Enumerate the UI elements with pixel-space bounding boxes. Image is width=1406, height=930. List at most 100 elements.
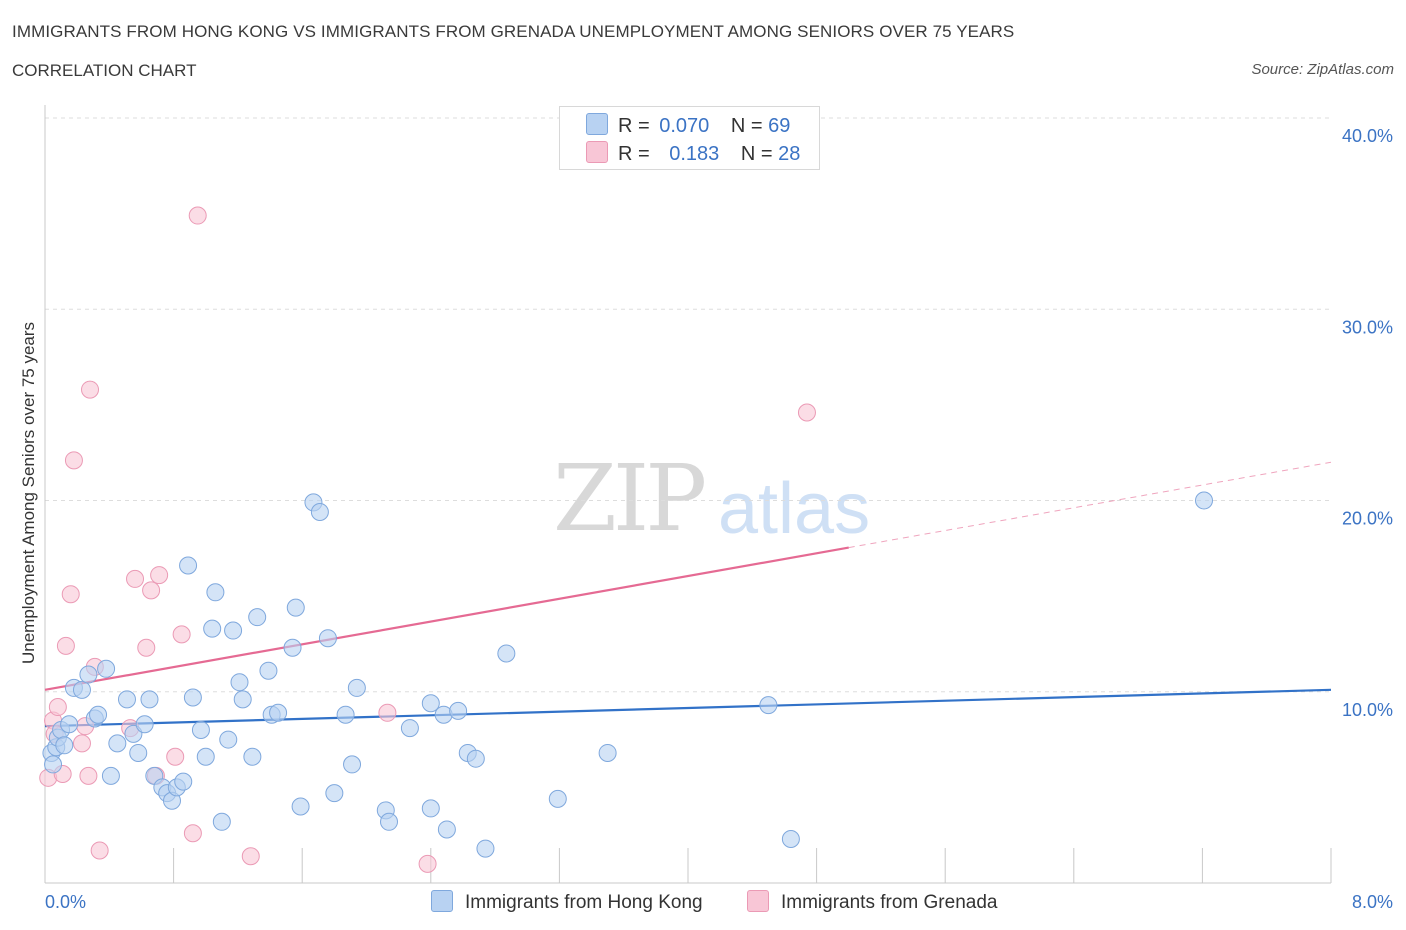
data-point-hong-kong [72, 680, 91, 699]
data-point-hong-kong [400, 719, 419, 738]
data-point-hong-kong [60, 715, 79, 734]
data-point-hong-kong [269, 703, 288, 722]
data-point-grenada [48, 698, 67, 717]
y-tick-label: 30.0% [1342, 317, 1393, 337]
data-point-grenada [64, 451, 83, 470]
legend-n-label: N = [740, 143, 773, 165]
data-point-grenada [137, 638, 156, 657]
data-point-hong-kong [248, 608, 267, 627]
data-point-hong-kong [421, 694, 440, 713]
data-point-hong-kong [336, 705, 355, 724]
tick-labels: 10.0% 20.0% 30.0% 40.0% 0.0% 8.0% [45, 126, 1393, 912]
data-point-hong-kong [286, 598, 305, 617]
data-point-hong-kong [449, 701, 468, 720]
data-point-grenada [142, 581, 161, 600]
data-point-hong-kong [140, 690, 159, 709]
data-point-grenada [188, 206, 207, 225]
data-point-hong-kong [224, 621, 243, 640]
data-point-hong-kong [203, 619, 222, 638]
data-point-hong-kong [476, 839, 495, 858]
points-grenada [39, 206, 816, 873]
axes [44, 105, 1332, 884]
data-point-grenada [378, 703, 397, 722]
data-point-hong-kong [1195, 491, 1214, 510]
data-point-grenada [418, 854, 437, 873]
chart-subtitle: CORRELATION CHART [12, 61, 197, 80]
legend-r-label: R = [618, 143, 650, 165]
legend-row-hong-kong: R = 0.070 N = 69 [586, 113, 790, 138]
y-tick-label: 40.0% [1342, 126, 1393, 146]
data-point-hong-kong [79, 665, 98, 684]
bottom-legend-hong-kong: Immigrants from Hong Kong [431, 890, 703, 914]
data-point-hong-kong [55, 736, 74, 755]
data-point-hong-kong [259, 661, 278, 680]
legend-swatch-grenada [586, 141, 608, 163]
trend-line-hong-kong [44, 688, 1332, 728]
data-point-hong-kong [206, 583, 225, 602]
stats-legend: R = 0.070 N = 69 R = 0.183 N = 28 [559, 106, 820, 170]
data-point-grenada [150, 566, 169, 585]
data-point-hong-kong [233, 690, 252, 709]
data-point-hong-kong [283, 638, 302, 657]
data-point-grenada [72, 734, 91, 753]
data-point-hong-kong [437, 820, 456, 839]
data-point-hong-kong [291, 797, 310, 816]
legend-row-grenada: R = 0.183 N = 28 [586, 141, 800, 166]
data-point-hong-kong [380, 812, 399, 831]
data-point-grenada [90, 841, 109, 860]
data-point-hong-kong [179, 556, 198, 575]
data-point-hong-kong [325, 784, 344, 803]
data-point-hong-kong [421, 799, 440, 818]
data-point-hong-kong [466, 749, 485, 768]
bottom-legend-grenada: Immigrants from Grenada [747, 890, 997, 914]
data-point-hong-kong [108, 734, 127, 753]
trend-line-grenada [44, 546, 849, 691]
data-point-hong-kong [310, 502, 329, 521]
data-point-grenada [172, 625, 191, 644]
bottom-legend-swatch-grenada [747, 890, 769, 912]
data-point-hong-kong [129, 743, 148, 762]
data-point-grenada [126, 569, 145, 588]
data-point-hong-kong [497, 644, 516, 663]
data-point-grenada [56, 636, 75, 655]
data-point-grenada [61, 585, 80, 604]
watermark-zip: ZIP [553, 445, 707, 552]
data-point-hong-kong [44, 755, 63, 774]
data-point-hong-kong [117, 690, 136, 709]
legend-swatch-hong-kong [586, 113, 608, 135]
source-label: Source: ZipAtlas.com [1251, 61, 1394, 78]
trend-lines [44, 461, 1332, 728]
legend-r-label: R = [618, 115, 650, 137]
data-point-hong-kong [191, 721, 210, 739]
trend-line-grenada-extrapolated [848, 461, 1332, 549]
data-point-hong-kong [243, 747, 262, 766]
grid [45, 117, 1331, 693]
legend-n-value-grenada: 28 [778, 143, 801, 165]
data-point-grenada [81, 380, 100, 399]
data-point-hong-kong [230, 673, 249, 692]
chart-title: IMMIGRANTS FROM HONG KONG VS IMMIGRANTS … [12, 22, 1015, 41]
legend-r-value-hong-kong: 0.070 [659, 115, 710, 137]
data-point-grenada [241, 847, 260, 866]
data-point-hong-kong [318, 629, 337, 648]
data-point-hong-kong [219, 730, 238, 749]
data-point-hong-kong [97, 659, 116, 678]
watermark-atlas: atlas [718, 469, 871, 549]
bottom-legend-swatch-hong-kong [431, 890, 453, 912]
data-point-hong-kong [212, 812, 231, 831]
data-point-hong-kong [135, 715, 154, 734]
points-hong-kong [42, 491, 1214, 858]
data-point-hong-kong [174, 772, 193, 791]
data-point-hong-kong [101, 766, 120, 785]
legend-n-value-hong-kong: 69 [768, 115, 791, 137]
x-tick-label-max: 8.0% [1352, 892, 1393, 912]
data-point-hong-kong [343, 755, 362, 774]
data-point-grenada [79, 766, 98, 785]
data-point-grenada [797, 403, 816, 422]
data-point-hong-kong [548, 789, 567, 808]
bottom-legend-label-hong-kong: Immigrants from Hong Kong [465, 892, 703, 913]
data-point-hong-kong [598, 743, 617, 762]
data-point-hong-kong [759, 696, 778, 715]
bottom-legend-label-grenada: Immigrants from Grenada [781, 892, 998, 913]
y-tick-label: 20.0% [1342, 509, 1393, 529]
